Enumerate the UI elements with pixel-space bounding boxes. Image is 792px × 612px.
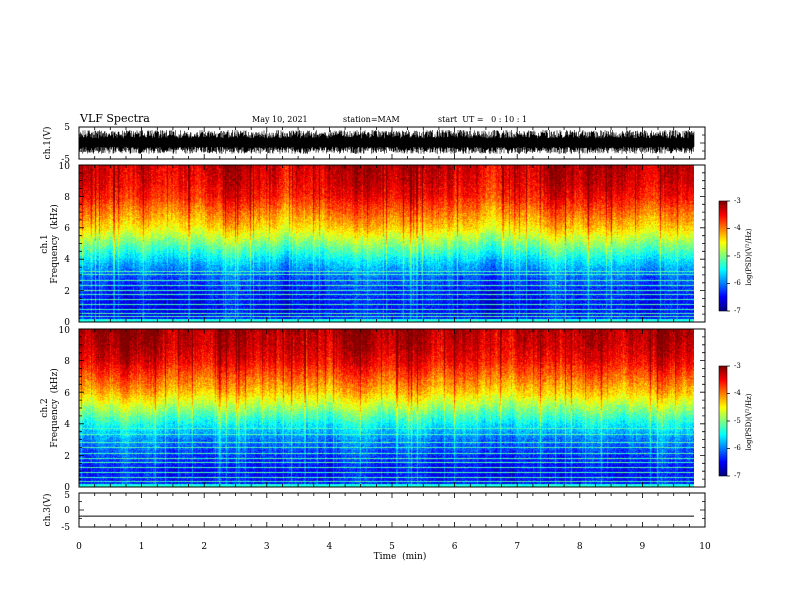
ch1-ytick-8: 8 [64, 193, 70, 203]
ch2-colorbar-label: log(PSD)(V²/Hz) [745, 393, 753, 450]
ch1-waveform-ylabel: ch.1(V) [42, 127, 53, 160]
ch1-ylabel-frequency: Frequency (kHz) [49, 204, 60, 283]
ch1-cbar-tick-m7: -7 [734, 307, 741, 315]
ch1-ylabel-channel: ch.1 [40, 234, 50, 253]
xtick-2: 2 [201, 542, 207, 552]
ch1-ytick-10: 10 [59, 162, 71, 172]
ch2-ylabel-channel: ch.2 [40, 398, 50, 417]
ch2-ytick-8: 8 [64, 357, 70, 367]
ch1-colorbar-label: log(PSD)(V²/Hz) [745, 228, 753, 285]
ch1-cbar-tick-m3: -3 [734, 197, 741, 205]
ch1-waveform-path [78, 129, 695, 154]
ch1-colorbar: -3 -4 -5 -6 -7 log(PSD)(V²/Hz) [718, 197, 753, 315]
ch1-ytick-2: 2 [64, 287, 70, 297]
ch2-ylabel-frequency: Frequency (kHz) [49, 368, 60, 447]
x-axis-label: Time (min) [374, 551, 427, 562]
ch3-waveform-frame [78, 492, 706, 528]
xtick-5: 5 [389, 542, 395, 552]
xtick-3: 3 [264, 542, 270, 552]
ch2-ytick-2: 2 [64, 452, 70, 462]
ch3-waveform-ylabel: ch.3(V) [42, 494, 53, 527]
ch2-ytick-0: 0 [64, 483, 70, 493]
xtick-10: 10 [699, 542, 711, 552]
ch1-cbar-tick-m6: -6 [734, 279, 741, 287]
ch1-waveform-trace [78, 129, 695, 154]
xtick-4: 4 [327, 542, 333, 552]
xtick-6: 6 [452, 542, 458, 552]
ch2-colorbar-gradient [719, 366, 727, 476]
start-time-label: start UT = 0 : 10 : 1 [438, 115, 527, 124]
ch3-ytick-zero: 0 [64, 506, 70, 516]
ch2-cbar-tick-m6: -6 [734, 444, 741, 452]
ch3-ytick-bottom: -5 [61, 523, 70, 533]
ch1-ytick-6: 6 [64, 224, 70, 234]
ch2-cbar-tick-m7: -7 [734, 472, 741, 480]
xtick-9: 9 [640, 542, 646, 552]
ch1-cbar-tick-m4: -4 [734, 224, 741, 232]
ch1-ytick-4: 4 [64, 255, 70, 265]
ch1-ytick-bottom: -5 [61, 155, 70, 165]
figure-title: VLF Spectra [79, 112, 150, 125]
ch1-spectrogram-heatmap [79, 165, 694, 322]
ch1-colorbar-gradient [719, 201, 727, 311]
ch1-spectrogram-panel: 0 2 4 6 8 10 ch.1 Frequency (kHz) [40, 162, 706, 328]
ch1-ytick-top: 5 [64, 123, 70, 133]
ch2-ytick-6: 6 [64, 389, 70, 399]
ch2-cbar-tick-m4: -4 [734, 389, 741, 397]
xtick-8: 8 [577, 542, 583, 552]
ch1-cbar-tick-m5: -5 [734, 252, 741, 260]
xtick-0: 0 [76, 542, 82, 552]
station-label: station=MAM [343, 115, 400, 124]
ch2-spectrogram-heatmap [79, 329, 694, 487]
xtick-7: 7 [514, 542, 520, 552]
axis-tick-marks [78, 126, 730, 528]
ch2-cbar-tick-m3: -3 [734, 362, 741, 370]
ch2-cbar-tick-m5: -5 [734, 417, 741, 425]
x-axis: 0 1 2 3 4 5 6 7 8 9 10 Time (min) [76, 542, 711, 562]
ch2-colorbar: -3 -4 -5 -6 -7 log(PSD)(V²/Hz) [718, 362, 753, 480]
ch1-ytick-0: 0 [64, 318, 70, 328]
date-label: May 10, 2021 [252, 115, 308, 124]
xtick-1: 1 [139, 542, 145, 552]
ch2-ytick-4: 4 [64, 420, 70, 430]
ch2-spectrogram-panel: 0 2 4 6 8 10 ch.2 Frequency (kHz) [40, 326, 706, 493]
ch2-ytick-10: 10 [59, 326, 71, 336]
ch3-ytick-top: 5 [64, 491, 70, 501]
tick-mark-path [78, 126, 730, 528]
